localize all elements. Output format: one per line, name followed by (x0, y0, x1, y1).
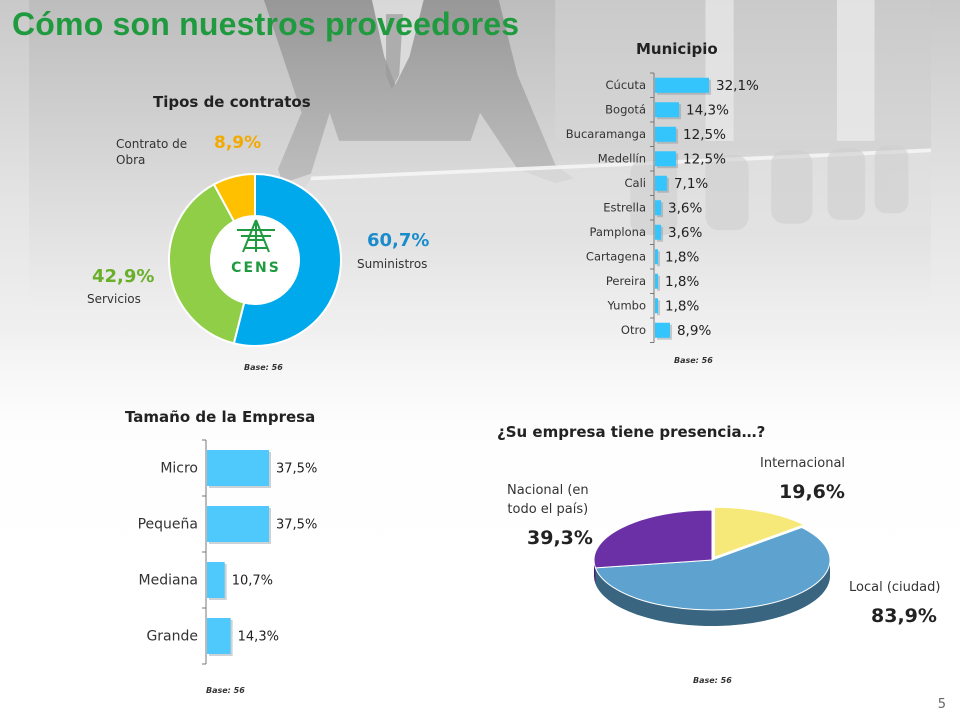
bar-otro (655, 322, 670, 338)
presence-base-note: Base: 56 (693, 676, 732, 685)
value-label-cucuta: 32,1% (716, 78, 759, 94)
presence-pie-chart (593, 506, 831, 626)
bar-yumbo (655, 298, 659, 314)
presence-local-label: Local (ciudad) (849, 580, 941, 595)
municipio-base-note: Base: 56 (674, 356, 713, 365)
bar-cali (655, 175, 667, 191)
bar-bucaramanga (655, 126, 677, 142)
presence-nacional-label: Nacional (en todo el país) (507, 481, 589, 519)
contracts-suministros-value: 60,7% (367, 230, 430, 251)
bar-shadow-pereira (657, 275, 661, 291)
category-label-mediana: Mediana (139, 573, 199, 589)
category-label-grande: Grande (146, 629, 198, 645)
donut-slice-contrato-de-obra (212, 172, 256, 223)
category-label-cucuta: Cúcuta (606, 78, 647, 92)
cens-logo-text: CENS (231, 260, 281, 276)
presence-internacional-label: Internacional (760, 456, 846, 471)
value-label-cartagena: 1,8% (665, 249, 699, 265)
cens-logo: CENS (231, 219, 281, 276)
bar-mediana (207, 562, 225, 598)
bar-cartagena (655, 249, 659, 265)
bar-pamplona (655, 224, 662, 240)
category-label-bucaramanga: Bucaramanga (566, 127, 646, 141)
presence-nacional-label-line1: Nacional (en (507, 483, 589, 498)
bar-shadow-yumbo (657, 300, 661, 316)
value-label-cali: 7,1% (674, 176, 708, 192)
category-label-cali: Cali (625, 176, 646, 190)
category-label-otro: Otro (621, 323, 646, 337)
bar-cucuta (655, 77, 709, 93)
bar-grande (207, 618, 231, 654)
pie-side-local-ciudad (595, 560, 830, 626)
value-label-estrella: 3,6% (668, 200, 702, 216)
contracts-suministros-label: Suministros (357, 257, 428, 271)
category-label-pereira: Pereira (606, 274, 646, 288)
category-label-estrella: Estrella (603, 201, 646, 215)
category-label-medellin: Medellín (598, 152, 646, 166)
donut-slice-suministros (232, 172, 342, 347)
value-label-pereira: 1,8% (665, 274, 699, 290)
category-label-yumbo: Yumbo (606, 299, 646, 313)
value-label-medellin: 12,5% (683, 151, 726, 167)
value-label-otro: 8,9% (677, 323, 711, 339)
value-label-grande: 14,3% (238, 629, 279, 644)
contracts-obra-value: 8,9% (214, 133, 262, 153)
size-bar-chart: Micro 37,5% Pequeña 37,5% Mediana 10,7% Grande… (138, 439, 317, 665)
presence-nacional-label-line2: todo el país) (507, 502, 589, 517)
size-chart-title: Tamaño de la Empresa (125, 408, 316, 426)
background-photo (29, 0, 931, 310)
value-label-micro: 37,5% (276, 461, 317, 476)
contracts-donut-chart (168, 172, 342, 347)
category-label-pequena: Pequeña (138, 517, 198, 533)
value-label-bogota: 14,3% (686, 102, 729, 118)
contracts-servicios-value: 42,9% (92, 266, 155, 287)
municipio-bar-chart: Cúcuta 32,1% Bogotá 14,3% Bucaramanga 12,5% Me… (566, 72, 759, 343)
category-label-bogota: Bogotá (605, 103, 646, 117)
pie-slice-internacional (714, 506, 806, 558)
municipio-chart-title: Municipio (636, 40, 718, 58)
contracts-obra-label: Contrato de Obra (116, 136, 187, 168)
bar-shadow-cartagena (657, 251, 661, 267)
value-label-bucaramanga: 12,5% (683, 127, 726, 143)
page-number: 5 (937, 697, 946, 712)
value-label-yumbo: 1,8% (665, 298, 699, 314)
category-label-cartagena: Cartagena (586, 250, 646, 264)
pie-slice-nacional-en-todo-el-pais (593, 509, 713, 569)
bar-estrella (655, 200, 662, 216)
value-label-pequena: 37,5% (276, 517, 317, 532)
contracts-servicios-label: Servicios (87, 292, 141, 306)
contracts-base-note: Base: 56 (244, 363, 283, 372)
presence-nacional-value: 39,3% (527, 527, 593, 549)
size-base-note: Base: 56 (206, 686, 245, 695)
bar-micro (207, 450, 269, 486)
page-title: Cómo son nuestros proveedores (12, 6, 520, 42)
category-label-micro: Micro (160, 461, 198, 477)
presence-local-value: 83,9% (871, 605, 937, 627)
donut-hole (212, 217, 298, 303)
contracts-obra-label-line2: Obra (116, 153, 146, 167)
value-label-mediana: 10,7% (232, 573, 273, 588)
bar-pereira (655, 273, 659, 289)
contracts-chart-title: Tipos de contratos (153, 93, 311, 111)
category-label-pamplona: Pamplona (589, 225, 646, 239)
bar-bogota (655, 102, 680, 118)
bar-medellin (655, 151, 677, 167)
contracts-obra-label-line1: Contrato de (116, 137, 188, 151)
presence-chart-title: ¿Su empresa tiene presencia…? (497, 423, 766, 441)
presence-internacional-value: 19,6% (779, 481, 845, 503)
bar-pequena (207, 506, 269, 542)
pie-slice-local-ciudad (594, 526, 831, 611)
value-label-pamplona: 3,6% (668, 225, 702, 241)
donut-slice-servicios (168, 183, 246, 345)
